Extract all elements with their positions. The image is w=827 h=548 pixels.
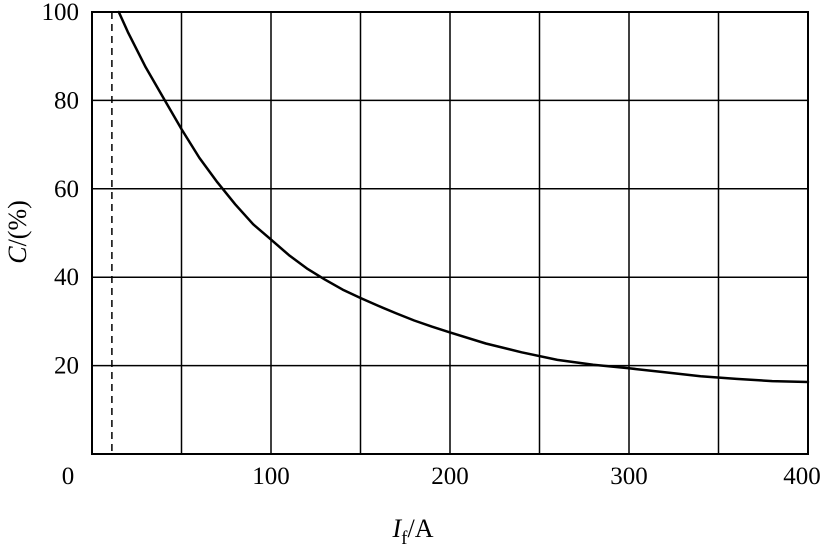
tick-labels: 0 100 200 300 400 20 40 60 80 100 [42,0,821,490]
grid [92,12,808,454]
series-group [117,10,810,384]
x-tick-label: 100 [252,463,290,490]
y-axis-unit: /(%) [3,200,32,246]
x-axis-label: If/A [392,514,434,548]
x-tick-label: 0 [62,463,75,490]
y-tick-label: 40 [54,264,79,291]
y-axis-label: C/(%) [3,200,32,264]
y-tick-label: 60 [54,176,79,203]
x-tick-label: 200 [431,463,469,490]
x-axis-unit: /A [408,514,434,543]
plot-frame [91,11,809,455]
y-tick-label: 80 [54,87,79,114]
y-axis-symbol: C [3,246,32,264]
series-line-0 [117,10,810,384]
x-tick-label: 400 [783,463,821,490]
x-tick-label: 300 [610,463,648,490]
plot-border [91,11,809,455]
x-axis-subscript: f [401,528,408,548]
y-tick-label: 100 [42,0,80,26]
x-axis-symbol: I [392,514,403,543]
y-tick-label: 20 [54,353,79,380]
